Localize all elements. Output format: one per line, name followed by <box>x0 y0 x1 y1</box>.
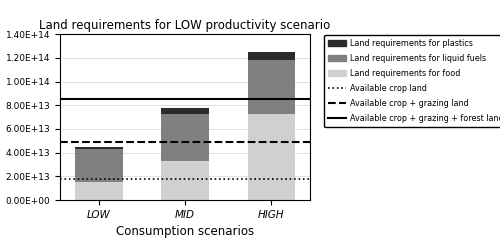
Title: Land requirements for LOW productivity scenario: Land requirements for LOW productivity s… <box>40 19 331 32</box>
X-axis label: Consumption scenarios: Consumption scenarios <box>116 225 254 238</box>
Bar <box>75 182 122 200</box>
Bar <box>162 108 208 113</box>
Bar <box>248 52 295 60</box>
Bar <box>75 149 122 182</box>
Bar <box>75 147 122 149</box>
Bar <box>248 113 295 200</box>
Bar <box>162 161 208 200</box>
Legend: Land requirements for plastics, Land requirements for liquid fuels, Land require: Land requirements for plastics, Land req… <box>324 35 500 127</box>
Bar <box>162 113 208 161</box>
Bar <box>248 60 295 113</box>
